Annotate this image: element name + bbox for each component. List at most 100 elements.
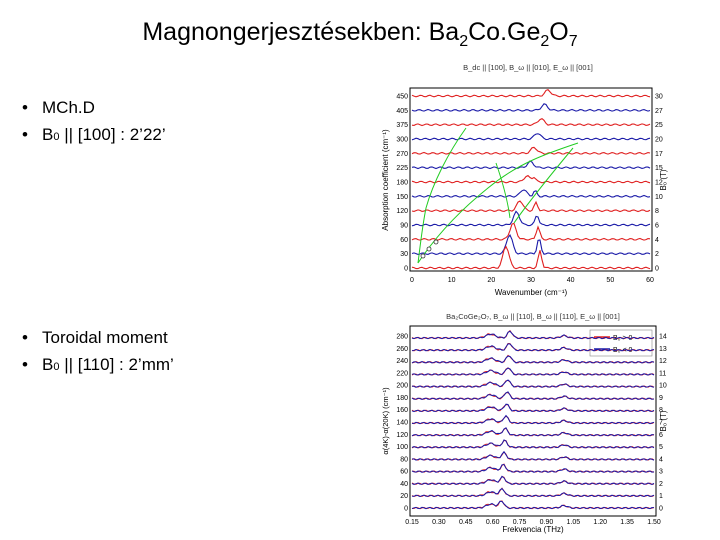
spectrum-line bbox=[411, 427, 655, 437]
y-tick-label: 100 bbox=[396, 444, 408, 451]
x-tick-label: 30 bbox=[527, 277, 535, 284]
right-tick-label: 0 bbox=[655, 266, 659, 273]
right-tick-label: 8 bbox=[659, 407, 663, 414]
y-tick-label: 260 bbox=[396, 346, 408, 353]
fig2-header: Ba₂CoGe₂O₇, B_ω || [110], B_ω || [110], … bbox=[446, 312, 620, 321]
y-tick-label: 0 bbox=[404, 506, 408, 513]
fig1-header: B_dc || [100], B_ω || [010], E_ω || [001… bbox=[463, 63, 593, 72]
spectrum-line bbox=[411, 343, 655, 352]
y-tick-label: 30 bbox=[400, 251, 408, 258]
spectrum-line bbox=[411, 475, 655, 485]
y-tick-label: 140 bbox=[396, 420, 408, 427]
spectrum-line bbox=[411, 391, 655, 400]
spectrum-line bbox=[411, 200, 651, 213]
y-tick-label: 375 bbox=[396, 122, 408, 129]
spectrum-line bbox=[411, 439, 655, 449]
y-tick-label: 20 bbox=[400, 493, 408, 500]
y-tick-label: 120 bbox=[396, 208, 408, 215]
right-tick-label: 12 bbox=[655, 180, 663, 187]
spectrum-line bbox=[411, 234, 651, 256]
fig1-xlabel: Wavenumber (cm⁻¹) bbox=[495, 288, 568, 297]
right-tick-label: 14 bbox=[659, 334, 667, 341]
spectrum-line bbox=[411, 146, 651, 155]
x-tick-label: 0.75 bbox=[513, 519, 527, 526]
fig1-spectra bbox=[411, 89, 651, 270]
y-tick-label: 160 bbox=[396, 407, 408, 414]
y-tick-label: 0 bbox=[404, 266, 408, 273]
right-tick-label: 4 bbox=[655, 237, 659, 244]
spectrum-line bbox=[412, 487, 655, 498]
fig2-plot-frame bbox=[409, 325, 657, 517]
right-tick-label: 7 bbox=[659, 420, 663, 427]
slide-title: Magnongerjesztésekben: Ba2Co.Ge2O7 bbox=[142, 18, 578, 50]
x-tick-label: 0.15 bbox=[405, 519, 419, 526]
spectrum-line bbox=[411, 367, 655, 376]
right-tick-label: 5 bbox=[659, 444, 663, 451]
fig1-x-ticks: 0 10 20 30 40 50 60 bbox=[410, 277, 654, 284]
y-tick-label: 240 bbox=[396, 358, 408, 365]
right-tick-label: 13 bbox=[659, 346, 667, 353]
spectrum-line bbox=[411, 210, 651, 227]
bullet-item: • B 0 || [100] : 2’22’ bbox=[22, 125, 166, 144]
fig2-legend: B₀ > 0 B₀ < 0 bbox=[589, 329, 653, 357]
right-tick-label: 6 bbox=[655, 223, 659, 230]
spectrum-line bbox=[411, 174, 651, 184]
fig1-rlabel: B₀ (T) bbox=[659, 169, 668, 190]
x-tick-label: 1.35 bbox=[620, 519, 634, 526]
y-tick-label: 270 bbox=[396, 151, 408, 158]
right-tick-label: 10 bbox=[659, 383, 667, 390]
right-tick-label: 2 bbox=[659, 481, 663, 488]
y-tick-label: 60 bbox=[400, 469, 408, 476]
fig2-x-ticks: 0.15 0.30 0.45 0.60 0.75 0.90 1.05 1.20 1.35 1.50 bbox=[405, 519, 661, 526]
fig2-rlabel: B₀ (T) bbox=[659, 410, 668, 431]
x-tick-label: 60 bbox=[646, 277, 654, 284]
fig2-xlabel: Frekvencia (THz) bbox=[502, 525, 564, 534]
y-tick-label: 90 bbox=[400, 223, 408, 230]
x-tick-label: 0 bbox=[410, 277, 414, 284]
x-tick-label: 50 bbox=[606, 277, 614, 284]
fig2-ylabel: α(4K)-α(20K) (cm⁻¹) bbox=[381, 387, 390, 455]
spectrum-line bbox=[411, 222, 651, 241]
x-tick-label: 1.20 bbox=[593, 519, 607, 526]
spectrum-line bbox=[411, 450, 655, 461]
y-tick-label: 180 bbox=[396, 395, 408, 402]
right-tick-label: 25 bbox=[655, 122, 663, 129]
x-tick-label: 0.45 bbox=[459, 519, 473, 526]
y-tick-label: 200 bbox=[396, 383, 408, 390]
y-tick-label: 120 bbox=[396, 432, 408, 439]
right-tick-label: 15 bbox=[655, 165, 663, 172]
right-tick-label: 0 bbox=[659, 506, 663, 513]
y-tick-label: 450 bbox=[396, 94, 408, 101]
spectrum-line bbox=[411, 379, 655, 388]
spectrum-line bbox=[411, 330, 655, 340]
y-tick-label: 405 bbox=[396, 108, 408, 115]
bullet-list-top: • MCh.D • B 0 || [100] : 2’22’ bbox=[22, 94, 166, 151]
x-tick-label: 0.30 bbox=[432, 519, 446, 526]
spectrum-line bbox=[411, 89, 651, 98]
spectrum-line bbox=[411, 117, 651, 127]
fig1-ylabel: Absorption coefficient (cm⁻¹) bbox=[381, 129, 390, 231]
spectrum-line bbox=[411, 414, 655, 425]
x-tick-label: 20 bbox=[487, 277, 495, 284]
right-tick-label: 10 bbox=[655, 194, 663, 201]
x-tick-label: 0.90 bbox=[540, 519, 554, 526]
fig1-plot-frame bbox=[409, 87, 653, 272]
y-tick-label: 300 bbox=[396, 137, 408, 144]
x-tick-label: 40 bbox=[567, 277, 575, 284]
y-tick-label: 225 bbox=[396, 165, 408, 172]
x-tick-label: 1.50 bbox=[647, 519, 661, 526]
right-tick-label: 20 bbox=[655, 137, 663, 144]
y-tick-label: 180 bbox=[396, 180, 408, 187]
spectrum-line bbox=[411, 245, 651, 270]
right-tick-label: 2 bbox=[655, 251, 659, 258]
y-tick-label: 60 bbox=[400, 237, 408, 244]
spectrum-line bbox=[411, 475, 655, 485]
right-tick-label: 3 bbox=[659, 469, 663, 476]
right-tick-label: 6 bbox=[659, 432, 663, 439]
fig2-spectra bbox=[411, 329, 655, 510]
spectrum-line bbox=[411, 133, 651, 141]
